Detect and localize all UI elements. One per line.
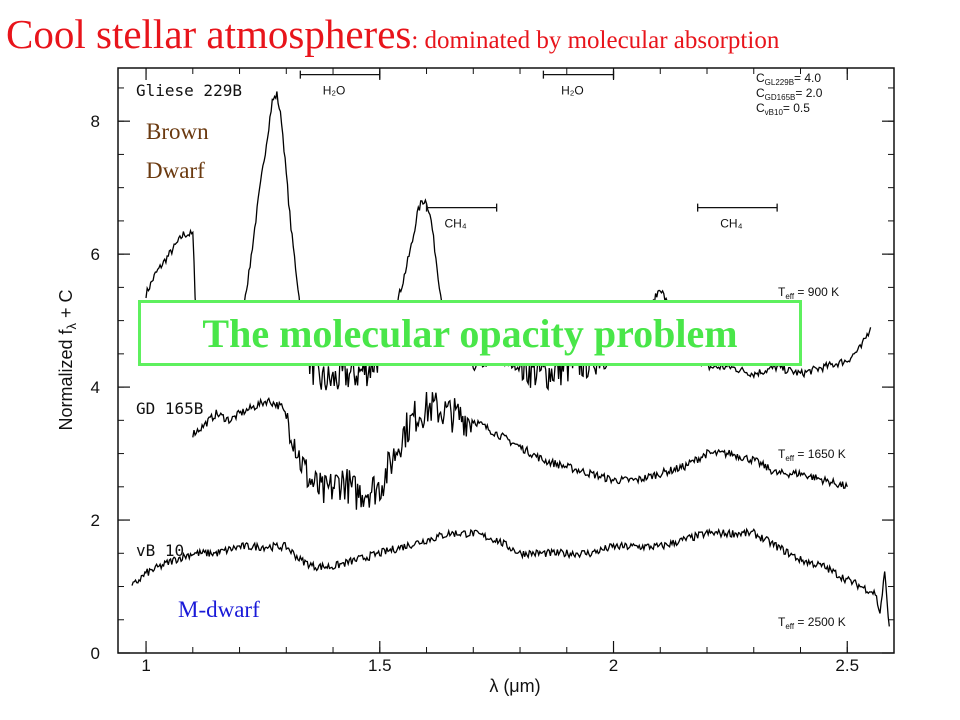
x-tick-label: 1 — [141, 656, 150, 675]
axis-ticks: 1 1.5 2 2.5 0 2 4 6 8 — [91, 68, 894, 675]
svg-text:CGD165B= 2.0: CGD165B= 2.0 — [756, 86, 823, 102]
y-tick-label: 8 — [91, 112, 100, 131]
m-dwarf-label: M-dwarf — [178, 597, 260, 622]
x-tick-label: 2 — [609, 656, 618, 675]
series-line-2 — [131, 527, 890, 627]
y-tick-label: 6 — [91, 245, 100, 264]
x-axis-label: λ (μm) — [489, 676, 540, 696]
series-label-vb10: vB 10 — [136, 541, 184, 560]
teff-label-gliese: Teff = 900 K — [778, 285, 839, 301]
band-markers: H₂O H₂O CH₄ CH₄ — [299, 70, 778, 231]
band-label: CH₄ — [720, 217, 742, 231]
teff-label-gd165b: Teff = 1650 K — [778, 447, 846, 463]
slide-title-main: Cool stellar atmospheres — [6, 11, 412, 57]
series-line-1 — [192, 391, 848, 510]
teff-label-vb10: Teff = 2500 K — [778, 615, 846, 631]
plot-frame — [117, 67, 895, 654]
band-label: H₂O — [561, 84, 584, 98]
slide-title: Cool stellar atmospheres: dominated by m… — [6, 10, 779, 58]
y-axis-label: Normalized fλ + C — [56, 289, 79, 430]
series-label-gd165b: GD 165B — [136, 399, 203, 418]
molecular-opacity-banner: The molecular opacity problem — [138, 300, 802, 366]
x-tick-label: 1.5 — [368, 656, 392, 675]
x-tick-label: 2.5 — [835, 656, 859, 675]
brown-dwarf-label-2: Dwarf — [146, 158, 205, 183]
svg-text:CGL229B= 4.0: CGL229B= 4.0 — [756, 71, 821, 87]
series-label-gliese: Gliese 229B — [136, 81, 242, 100]
svg-text:CvB10= 0.5: CvB10= 0.5 — [756, 101, 810, 117]
band-label: CH₄ — [444, 217, 466, 231]
y-tick-label: 4 — [91, 378, 100, 397]
band-label: H₂O — [323, 84, 346, 98]
offset-legend: CGL229B= 4.0 CGD165B= 2.0 CvB10= 0.5 — [756, 71, 823, 117]
slide-title-sub: : dominated by molecular absorption — [411, 27, 780, 54]
brown-dwarf-label: Brown — [146, 119, 209, 144]
y-tick-label: 0 — [91, 644, 100, 663]
y-tick-label: 2 — [91, 511, 100, 530]
